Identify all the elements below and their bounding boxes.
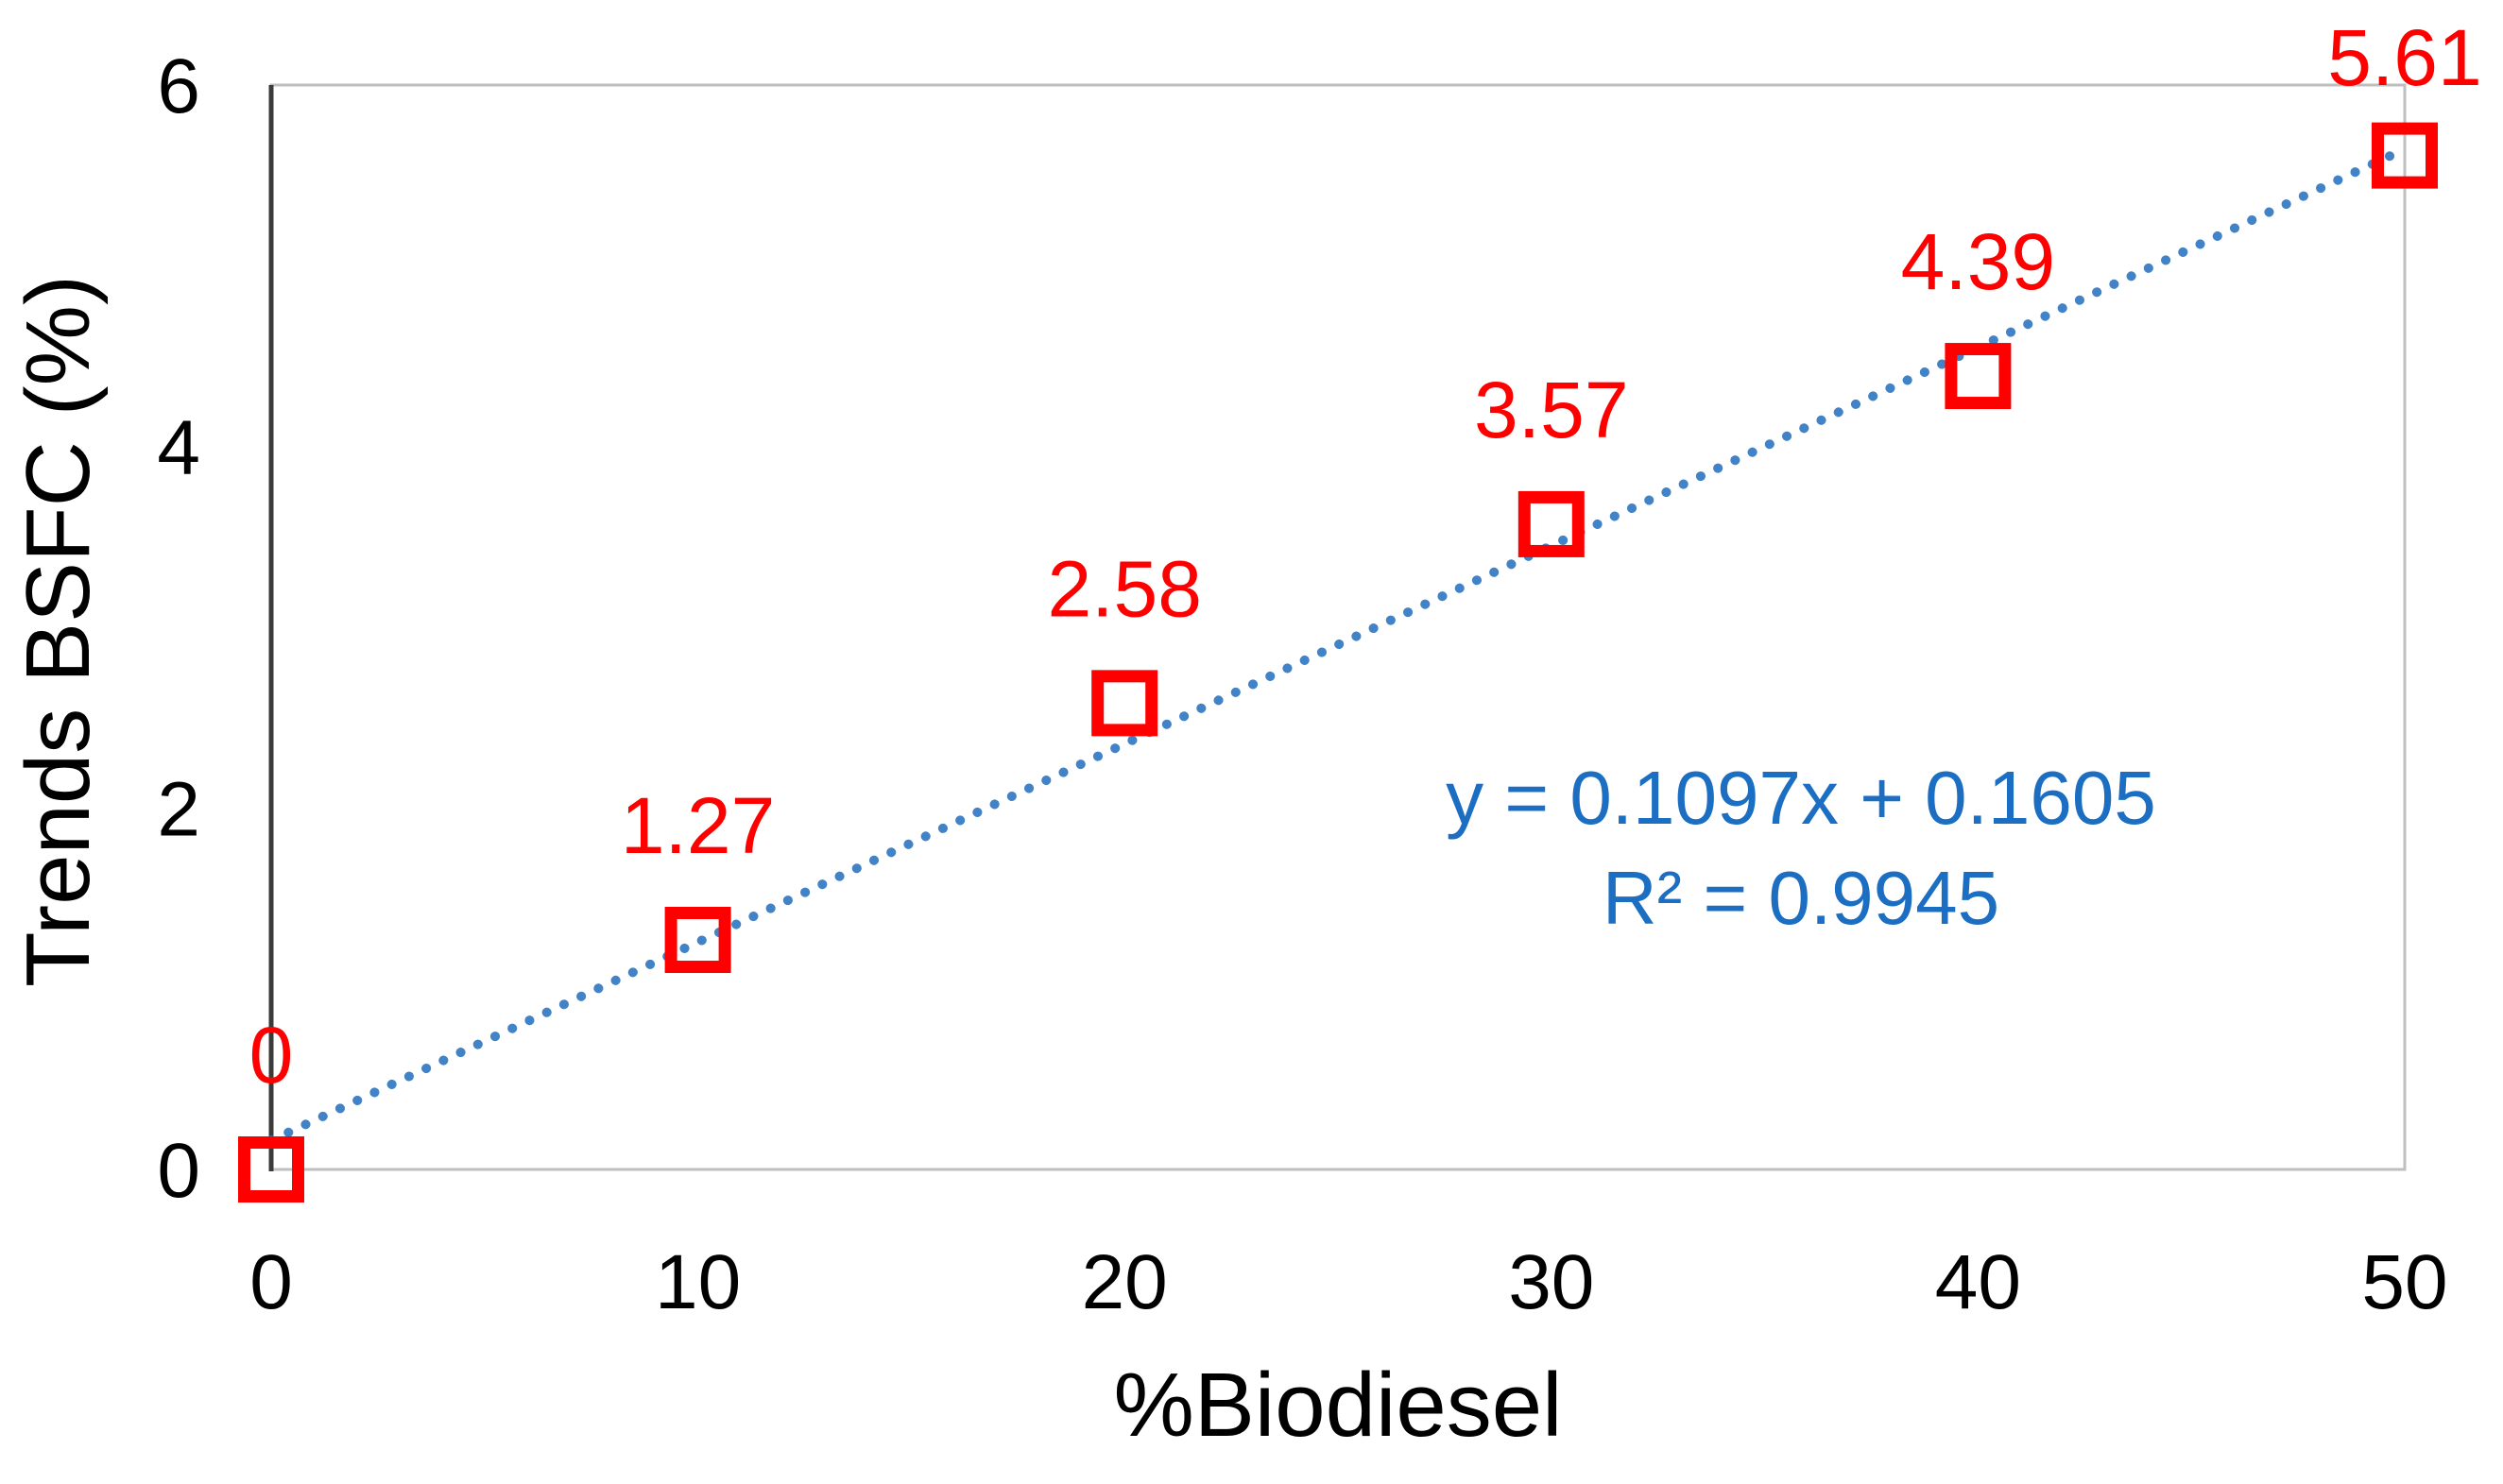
y-tick-label: 0: [157, 1128, 200, 1214]
data-point-marker: [664, 907, 731, 974]
trendline-equation: y = 0.1097x + 0.1605: [1446, 756, 2156, 840]
data-point-marker: [238, 1136, 304, 1203]
y-axis-title: Trends BSFC (%): [8, 275, 109, 987]
x-axis-title: %Biodiesel: [1113, 1355, 1563, 1456]
data-point-label: 2.58: [1047, 544, 1202, 633]
data-point-marker: [2372, 122, 2438, 189]
data-point-label: 4.39: [1901, 217, 2056, 306]
data-point-label: 1.27: [621, 781, 776, 870]
data-point-label: 3.57: [1474, 366, 1629, 454]
data-point-marker: [1945, 343, 2012, 410]
x-tick-label: 50: [2361, 1239, 2447, 1325]
trendline-r-squared: R² = 0.9945: [1602, 855, 2000, 940]
y-tick-label: 4: [157, 405, 200, 491]
x-tick-label: 0: [249, 1239, 293, 1325]
x-tick-label: 30: [1508, 1239, 1594, 1325]
y-tick-label: 6: [157, 43, 200, 129]
x-tick-label: 40: [1935, 1239, 2021, 1325]
x-tick-label: 20: [1082, 1239, 1168, 1325]
data-point-label: 0: [249, 1011, 294, 1100]
trendline-annotation: y = 0.1097x + 0.1605 R² = 0.9945: [1446, 748, 2156, 947]
x-tick-label: 10: [655, 1239, 741, 1325]
trendline: [266, 144, 2409, 1146]
plot-border: [269, 83, 2407, 1171]
y-tick-label: 2: [157, 766, 200, 852]
data-point-label: 5.61: [2327, 13, 2482, 102]
data-point-marker: [1517, 490, 1585, 557]
data-point-marker: [1091, 670, 1158, 737]
